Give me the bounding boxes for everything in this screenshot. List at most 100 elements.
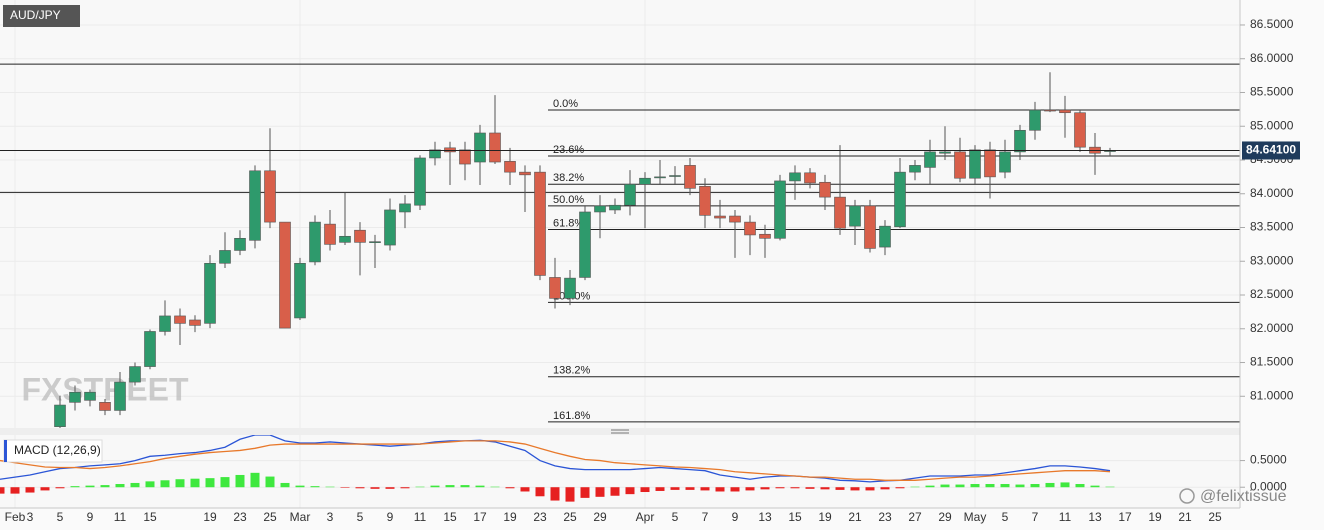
histogram-bar bbox=[175, 479, 185, 488]
histogram-bar bbox=[1060, 482, 1070, 488]
x-tick-label: 19 bbox=[503, 510, 517, 524]
histogram-bar bbox=[625, 487, 635, 495]
histogram-bar bbox=[295, 485, 305, 488]
histogram-bar bbox=[505, 487, 515, 489]
candle-body bbox=[819, 181, 831, 198]
candle-body bbox=[969, 149, 981, 179]
y-tick-label: 82.0000 bbox=[1250, 321, 1294, 335]
fib-label: 23.6% bbox=[553, 144, 584, 156]
candle-body bbox=[324, 223, 336, 245]
x-tick-label: Feb bbox=[5, 510, 26, 524]
candle-body bbox=[84, 391, 96, 401]
histogram-bar bbox=[520, 487, 530, 492]
x-tick-label: 17 bbox=[473, 510, 487, 524]
histogram-bar bbox=[100, 485, 110, 488]
axis-background bbox=[0, 508, 1240, 530]
x-tick-label: 19 bbox=[1148, 510, 1162, 524]
histogram-bar bbox=[760, 487, 770, 490]
x-tick-label: 11 bbox=[114, 510, 127, 524]
histogram-bar bbox=[805, 487, 815, 489]
candle-body bbox=[279, 221, 291, 329]
x-tick-label: 15 bbox=[788, 510, 802, 524]
histogram-bar bbox=[370, 487, 380, 489]
candle-body bbox=[534, 171, 546, 276]
y-tick-label: 81.0000 bbox=[1250, 388, 1294, 402]
candle-body bbox=[1044, 109, 1056, 112]
candle-body bbox=[444, 147, 456, 153]
histogram-bar bbox=[1045, 482, 1055, 488]
indicator-title: MACD (12,26,9) bbox=[14, 443, 101, 457]
histogram-bar bbox=[685, 487, 695, 490]
candle-body bbox=[1014, 129, 1026, 153]
candle-body bbox=[114, 381, 126, 411]
candle-body bbox=[294, 262, 306, 319]
x-tick-label: Mar bbox=[290, 510, 311, 524]
histogram-bar bbox=[580, 487, 590, 498]
candle-body bbox=[864, 205, 876, 249]
histogram-bar bbox=[1090, 485, 1100, 488]
y-tick-label: 81.5000 bbox=[1250, 355, 1294, 369]
labels: 81.0000 81.5000 82.0000 82.5000 83.0000 83.50… bbox=[5, 17, 1300, 524]
candle-body bbox=[924, 151, 936, 168]
histogram-bar bbox=[490, 486, 500, 488]
candle-body bbox=[489, 132, 501, 163]
histogram-bar bbox=[25, 487, 35, 493]
histogram-bar bbox=[700, 487, 710, 491]
histogram-bar bbox=[865, 487, 875, 491]
histogram-bar bbox=[445, 485, 455, 488]
candle-body bbox=[834, 196, 846, 229]
x-tick-label: 3 bbox=[327, 510, 334, 524]
y-tick-label: 86.5000 bbox=[1250, 17, 1294, 31]
x-tick-label: 23 bbox=[878, 510, 892, 524]
last-price-label: 84.64100 bbox=[1246, 143, 1296, 157]
candle-body bbox=[744, 221, 756, 236]
candle-body bbox=[549, 277, 561, 299]
panel-separator bbox=[0, 428, 1240, 435]
candle-body bbox=[54, 404, 66, 427]
x-tick-label: 3 bbox=[27, 510, 34, 524]
candle-body bbox=[384, 209, 396, 246]
histogram-bar bbox=[535, 487, 545, 497]
symbol-badge[interactable] bbox=[3, 5, 80, 27]
histogram-bar bbox=[715, 487, 725, 492]
x-tick-label: 9 bbox=[732, 510, 739, 524]
histogram-bar bbox=[265, 476, 275, 488]
candle-body bbox=[639, 177, 651, 185]
histogram-bar bbox=[850, 487, 860, 491]
histogram-bar bbox=[460, 485, 470, 488]
candle-body bbox=[804, 172, 816, 184]
fib-label: 138.2% bbox=[553, 365, 591, 377]
x-tick-label: 11 bbox=[1059, 510, 1072, 524]
last-price-tag bbox=[1242, 141, 1300, 160]
histogram-bar bbox=[190, 478, 200, 488]
histogram-bar bbox=[310, 486, 320, 488]
candle-body bbox=[714, 215, 726, 219]
x-tick-label: Apr bbox=[636, 510, 655, 524]
candle-body bbox=[1074, 112, 1086, 148]
candle-body bbox=[1029, 109, 1041, 131]
x-tick-label: 25 bbox=[263, 510, 277, 524]
candle-body bbox=[894, 171, 906, 228]
histogram-bar bbox=[1030, 484, 1040, 488]
y-tick-label: 83.5000 bbox=[1250, 220, 1294, 234]
histogram-bar bbox=[115, 484, 125, 488]
candle-body bbox=[954, 151, 966, 179]
candle-body bbox=[579, 211, 591, 278]
y-tick-label: 83.0000 bbox=[1250, 253, 1294, 267]
candle-body bbox=[339, 235, 351, 243]
histogram-bar bbox=[640, 487, 650, 493]
x-tick-label: 5 bbox=[57, 510, 64, 524]
candle-body bbox=[774, 180, 786, 239]
candle-body bbox=[999, 151, 1011, 173]
histogram-bar bbox=[1015, 484, 1025, 488]
histogram-bar bbox=[400, 487, 410, 489]
macd-line bbox=[0, 440, 1111, 481]
histogram-bar bbox=[430, 485, 440, 488]
candle-body bbox=[129, 366, 141, 383]
price-panel: 0.0%23.6%38.2%50.0%61.8%100.0%138.2%161.… bbox=[0, 63, 1240, 428]
plot-background bbox=[0, 0, 1240, 508]
candle-body bbox=[789, 172, 801, 182]
y-tick-label: 82.5000 bbox=[1250, 287, 1294, 301]
candle-body bbox=[729, 215, 741, 223]
grid bbox=[0, 0, 1240, 508]
